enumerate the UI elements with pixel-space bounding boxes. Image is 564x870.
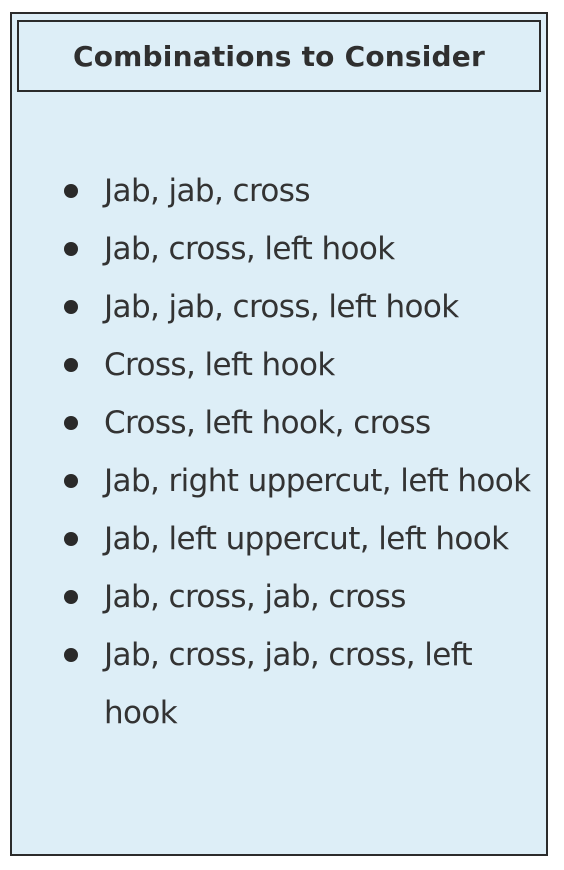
bullet-icon: [64, 648, 78, 662]
list-item: Cross, left hook, cross: [12, 394, 550, 452]
list-item: Jab, cross, left hook: [12, 220, 550, 278]
list-item-text: Jab, right uppercut, left hook: [104, 463, 531, 499]
bullet-icon: [64, 184, 78, 198]
list-item: Jab, cross, jab, cross, left hook: [12, 626, 550, 742]
list-item-text: Jab, left uppercut, left hook: [104, 521, 509, 557]
bullet-icon: [64, 590, 78, 604]
list-item: Cross, left hook: [12, 336, 550, 394]
card-header: Combinations to Consider: [17, 20, 541, 92]
combinations-card: Combinations to Consider Jab, jab, cross…: [10, 12, 548, 856]
card-title: Combinations to Consider: [73, 39, 485, 73]
list-item-text: Cross, left hook, cross: [104, 405, 431, 441]
bullet-icon: [64, 532, 78, 546]
bullet-icon: [64, 474, 78, 488]
bullet-icon: [64, 416, 78, 430]
list-item-text: Jab, cross, jab, cross: [104, 579, 406, 615]
bullet-icon: [64, 242, 78, 256]
bullet-icon: [64, 300, 78, 314]
list-item-text: Jab, jab, cross: [104, 173, 311, 209]
list-item-text: Jab, jab, cross, left hook: [104, 289, 459, 325]
list-item: Jab, jab, cross: [12, 162, 550, 220]
list-item: Jab, left uppercut, left hook: [12, 510, 550, 568]
list-item: Jab, jab, cross, left hook: [12, 278, 550, 336]
list-item-text: Jab, cross, left hook: [104, 231, 395, 267]
list-item: Jab, cross, jab, cross: [12, 568, 550, 626]
combinations-list: Jab, jab, cross Jab, cross, left hook Ja…: [12, 162, 550, 742]
list-item: Jab, right uppercut, left hook: [12, 452, 550, 510]
bullet-icon: [64, 358, 78, 372]
list-item-text: Jab, cross, jab, cross, left hook: [104, 637, 473, 731]
list-item-text: Cross, left hook: [104, 347, 335, 383]
